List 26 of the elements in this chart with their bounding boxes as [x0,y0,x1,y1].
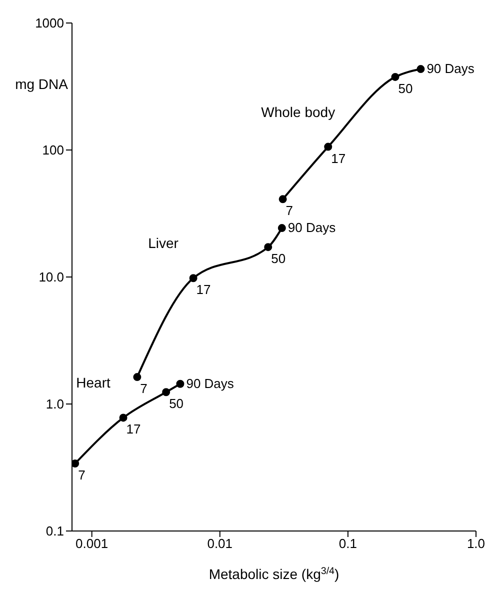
series-label: Whole body [261,104,336,120]
series-label: Liver [148,235,179,252]
series-label: Heart [76,374,111,391]
y-tick-label: 1000 [35,16,64,31]
x-tick-label: 0.01 [207,536,233,552]
annotation: 90 Days [288,220,336,236]
annotation: 50 [398,80,413,96]
x-tick-label: 0.1 [338,536,357,552]
annotation: 50 [169,396,184,412]
annotation: 17 [126,422,141,437]
annotation: 7 [286,203,294,218]
annotation: 90 Days [426,61,475,76]
y-tick-label: 10.0 [38,270,64,285]
annotation: 90 Days [186,376,234,391]
x-axis-title: Metabolic size (kg$^{3/4}$) [208,566,340,582]
annotation: 7 [140,381,148,396]
annotation: 17 [331,150,346,166]
y-tick-label: 0.1 [46,524,64,539]
y-tick-label: 1.0 [46,396,64,412]
annotation: 50 [271,251,286,266]
y-axis-title: mg DNA [15,76,69,92]
annotation: 17 [196,282,211,298]
annotation: 7 [78,468,86,482]
x-tick-label: 1.0 [466,536,486,552]
x-tick-label: 0.001 [76,536,108,552]
y-tick-label: 100 [42,142,64,158]
